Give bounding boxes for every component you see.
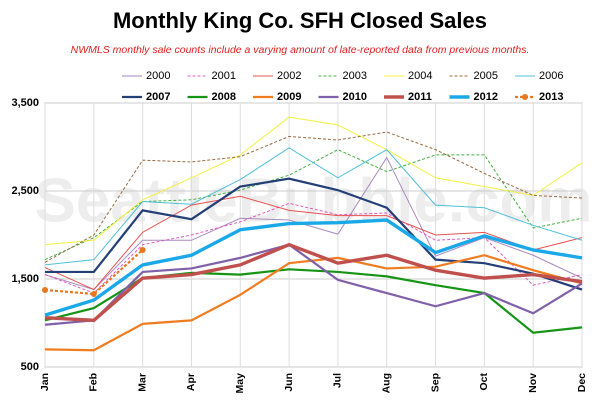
watermark: SeattleBubble.com [34, 166, 592, 235]
legend-label: 2010 [343, 91, 367, 103]
series-line [44, 156, 583, 291]
y-tick-label: 1,500 [11, 273, 39, 285]
series-line [44, 131, 583, 263]
series-line [45, 177, 583, 291]
x-tick-label: May [234, 373, 246, 394]
legend-label: 2002 [277, 70, 301, 82]
series-marker [42, 287, 48, 293]
legend-label: 2013 [539, 91, 563, 103]
x-tick-label: Apr [185, 373, 197, 391]
x-tick-label: Dec [576, 373, 588, 392]
series-line [44, 242, 583, 323]
series-line [44, 116, 583, 246]
y-tick-label: 3,500 [11, 97, 39, 109]
legend-label: 2001 [212, 70, 236, 82]
x-tick-label: Jun [283, 373, 295, 392]
legend-label: 2005 [474, 70, 498, 82]
x-tick-label: Jan [39, 373, 51, 391]
legend-label: 2008 [212, 91, 236, 103]
legend-label: 2006 [539, 70, 563, 82]
x-tick-label: Feb [88, 373, 100, 392]
legend-label: 2012 [474, 91, 498, 103]
series-marker [139, 246, 146, 253]
x-tick-label: Sep [429, 373, 441, 392]
legend-label: 2000 [146, 70, 170, 82]
series-line [44, 147, 583, 266]
x-tick-label: Mar [136, 373, 148, 392]
x-tick-label: Jul [332, 373, 344, 388]
series-line [44, 243, 583, 326]
x-tick-label: Oct [478, 373, 490, 391]
chart-subtitle: NWMLS monthly sale counts include a vary… [71, 44, 530, 56]
series-marker [90, 290, 97, 297]
series-line [44, 249, 144, 296]
legend-label: 2003 [343, 70, 367, 82]
series-line [44, 218, 583, 317]
x-tick-label: Nov [527, 373, 539, 393]
legend-marker [522, 94, 528, 100]
y-tick-label: 2,500 [11, 185, 39, 197]
legend-label: 2009 [277, 91, 301, 103]
chart-title: Monthly King Co. SFH Closed Sales [113, 8, 487, 33]
legend-label: 2004 [408, 70, 432, 82]
x-tick-label: Aug [381, 373, 393, 393]
legend-label: 2007 [146, 91, 170, 103]
y-tick-label: 500 [21, 361, 39, 373]
series-line [44, 254, 583, 352]
legend-label: 2011 [408, 91, 432, 103]
series-line [44, 195, 583, 291]
